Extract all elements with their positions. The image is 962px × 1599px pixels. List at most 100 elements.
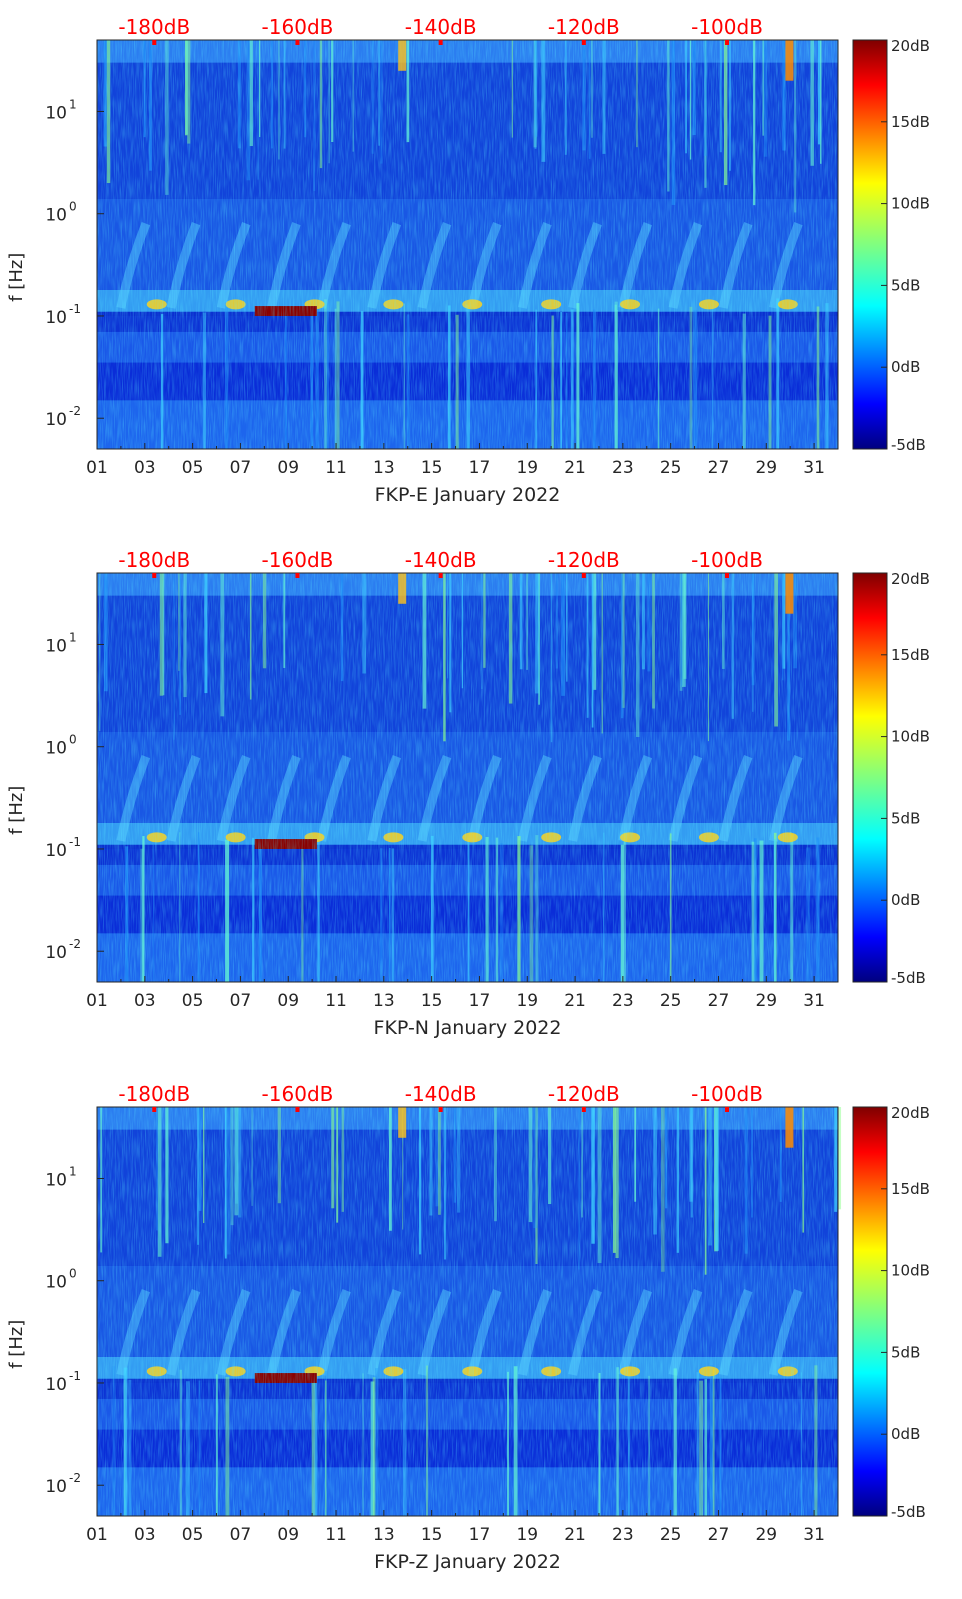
db-tick-label: -140dB [405,15,477,39]
x-axis-label: FKP-E January 2022 [375,484,561,506]
y-tick-label: 10 [45,410,67,430]
x-tick-label: 13 [373,991,395,1011]
x-axis-label: FKP-N January 2022 [374,1017,562,1039]
x-tick-label: 15 [421,458,443,478]
hf-burst [785,40,794,81]
hf-burst [398,573,407,604]
x-tick-label: 01 [86,1525,108,1545]
y-tick-exponent: -2 [69,404,81,418]
y-tick-exponent: 1 [69,630,77,644]
panel-e: 01 03 05 07 09 11 13 15 17 19 21 23 25 27 29 3110-210-1… [6,15,930,506]
x-tick-label: 11 [325,1525,347,1545]
db-tick-label: -180dB [118,15,190,39]
db-tick-label: -160dB [262,1082,334,1106]
y-tick-exponent: 0 [69,733,77,747]
colorbar-tick-label: -5dB [891,436,926,454]
x-tick-label: 29 [755,1525,777,1545]
db-tick-mark [725,40,730,45]
y-tick-exponent: 0 [69,1267,77,1281]
db-tick-label: -140dB [405,548,477,572]
db-tick-label: -160dB [262,548,334,572]
plot-frame [96,1106,839,1517]
hf-burst [398,40,407,71]
db-tick-mark [295,40,300,45]
colorbar [852,572,888,983]
x-tick-label: 01 [86,991,108,1011]
y-axis-label: f [Hz] [6,253,27,302]
colorbar-tick-label: 5dB [891,1343,920,1361]
y-tick-label: 10 [45,841,67,861]
x-tick-label: 31 [803,991,825,1011]
x-tick-label: 05 [182,1525,204,1545]
x-tick-label: 15 [421,1525,443,1545]
y-tick-label: 10 [45,943,67,963]
colorbar-tick-label: -5dB [891,1503,926,1521]
db-tick-label: -120dB [548,1082,620,1106]
x-tick-label: 29 [755,991,777,1011]
db-tick-label: -180dB [118,1082,190,1106]
db-tick-mark [581,1107,586,1112]
colorbar-tick-label: 15dB [891,1180,930,1198]
db-tick-label: -120dB [548,15,620,39]
db-tick-mark [581,573,586,578]
y-tick-label: 10 [45,636,67,656]
x-tick-label: 17 [469,1525,491,1545]
db-tick-label: -100dB [691,1082,763,1106]
db-tick-label: -180dB [118,548,190,572]
colorbar-tick-label: 10dB [891,1262,930,1280]
spectrogram-noise [97,1107,838,1516]
colorbar-tick-label: 10dB [891,195,930,213]
x-tick-label: 07 [230,1525,252,1545]
y-tick-exponent: -2 [69,1471,81,1485]
x-tick-label: 27 [708,458,730,478]
db-tick-label: -120dB [548,548,620,572]
y-tick-label: 10 [45,1375,67,1395]
x-tick-label: 01 [86,458,108,478]
y-axis-label: f [Hz] [6,786,27,835]
db-tick-mark [152,1107,157,1112]
db-tick-mark [438,573,443,578]
y-tick-label: 10 [45,206,67,226]
db-tick-mark [438,40,443,45]
x-tick-label: 21 [564,991,586,1011]
colorbar-tick-label: 0dB [891,358,920,376]
x-tick-label: 23 [612,458,634,478]
db-tick-label: -160dB [262,15,334,39]
colorbar [852,39,888,450]
x-tick-label: 23 [612,1525,634,1545]
plot-frame [96,39,839,450]
colorbar-tick-label: 5dB [891,276,920,294]
x-tick-label: 21 [564,458,586,478]
y-tick-label: 10 [45,739,67,759]
panel-n: 01 03 05 07 09 11 13 15 17 19 21 23 25 27 29 3110-210-1… [6,548,930,1039]
x-tick-label: 11 [325,991,347,1011]
db-tick-mark [152,40,157,45]
x-tick-label: 13 [373,458,395,478]
db-tick-mark [152,573,157,578]
y-tick-label: 10 [45,103,67,123]
x-tick-label: 13 [373,1525,395,1545]
colorbar-tick-label: 10dB [891,728,930,746]
x-tick-label: 17 [469,991,491,1011]
y-tick-exponent: -1 [69,835,81,849]
db-tick-mark [725,1107,730,1112]
colorbar-tick-label: -5dB [891,969,926,987]
x-tick-label: 03 [134,458,156,478]
hf-burst [785,573,794,614]
hf-burst [398,1107,407,1138]
x-tick-label: 05 [182,458,204,478]
colorbar [852,1106,888,1517]
x-tick-label: 09 [277,991,299,1011]
colorbar-tick-label: 20dB [891,1104,930,1122]
db-tick-label: -140dB [405,1082,477,1106]
y-tick-exponent: 1 [69,97,77,111]
hf-burst [785,1107,794,1148]
db-tick-label: -100dB [691,15,763,39]
x-tick-label: 25 [660,458,682,478]
y-tick-label: 10 [45,1477,67,1497]
y-tick-exponent: -1 [69,302,81,316]
y-axis-label: f [Hz] [6,1320,27,1369]
transient-streak [837,1107,842,1210]
y-tick-exponent: -2 [69,937,81,951]
